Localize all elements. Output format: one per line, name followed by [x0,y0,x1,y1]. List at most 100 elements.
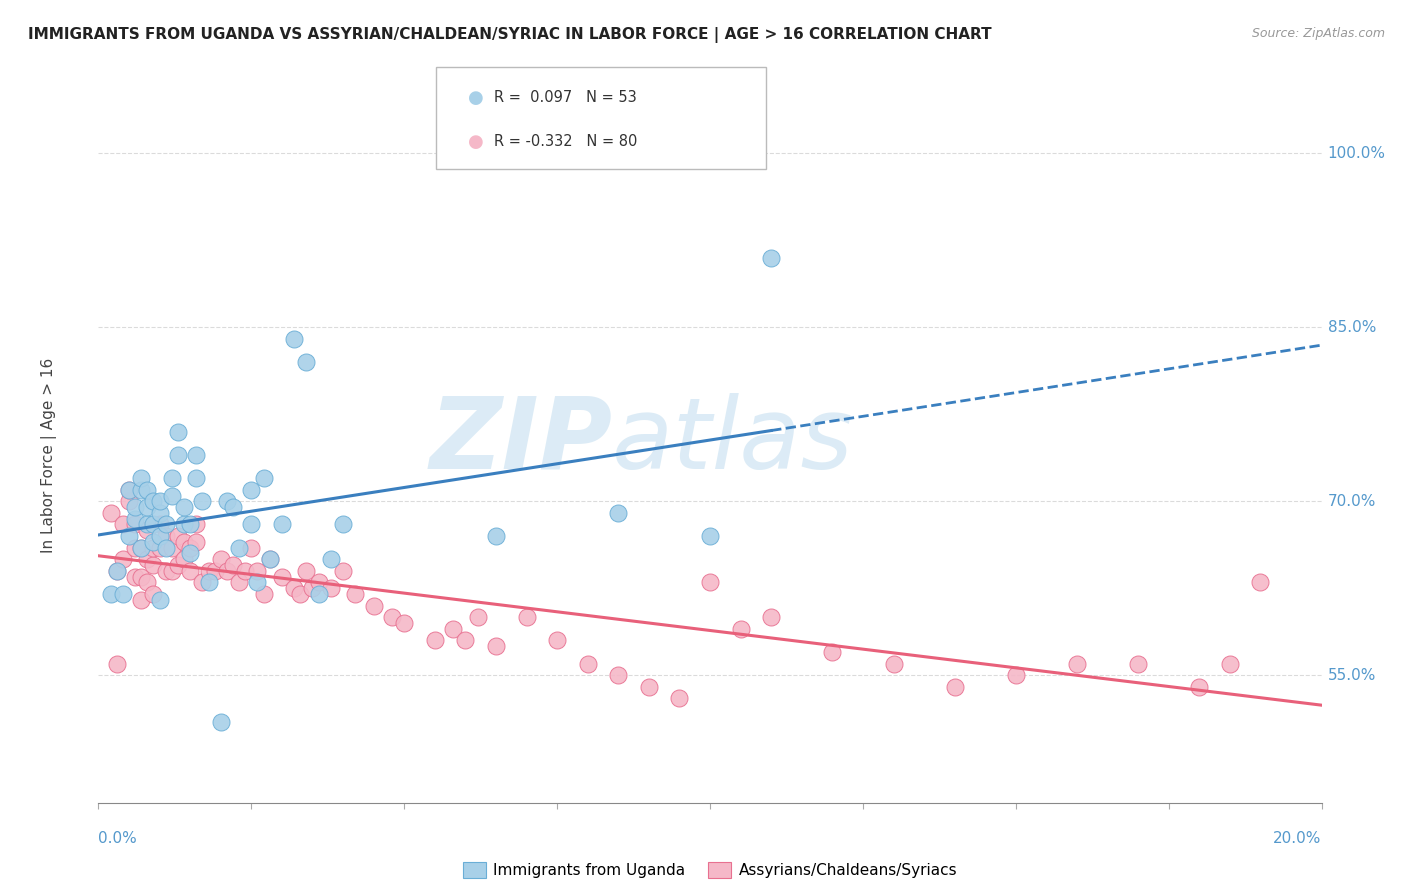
Text: ●: ● [468,88,484,106]
Point [215,494,238,508]
Point [485,640,508,654]
Point [363,599,385,613]
Point [129,541,152,555]
Point [129,593,152,607]
Point [197,575,219,590]
Point [319,582,342,596]
Point [105,564,128,578]
Point [730,622,752,636]
Point [301,582,323,596]
Point [821,645,844,659]
Point [283,332,305,346]
Point [111,517,134,532]
Point [759,610,782,624]
Point [883,657,905,671]
Point [240,541,263,555]
Point [173,517,195,532]
Point [136,483,159,497]
Point [149,541,172,555]
Point [392,616,416,631]
Point [441,622,464,636]
Text: atlas: atlas [612,392,853,490]
Point [149,506,172,520]
Text: 85.0%: 85.0% [1327,320,1376,334]
Point [290,587,312,601]
Point [124,500,146,514]
Legend: Immigrants from Uganda, Assyrians/Chaldeans/Syriacs: Immigrants from Uganda, Assyrians/Chalde… [456,855,965,886]
Point [607,668,630,682]
Point [1219,657,1241,671]
Point [118,483,141,497]
Point [179,541,201,555]
Point [149,517,172,532]
Point [240,483,263,497]
Point [222,558,245,573]
Point [246,575,269,590]
Point [129,471,152,485]
Point [546,633,568,648]
Text: ●: ● [468,133,484,151]
Point [1249,575,1271,590]
Text: Source: ZipAtlas.com: Source: ZipAtlas.com [1251,27,1385,40]
Point [105,564,128,578]
Point [118,483,141,497]
Point [295,355,318,369]
Text: 0.0%: 0.0% [98,830,138,846]
Point [197,564,219,578]
Text: IMMIGRANTS FROM UGANDA VS ASSYRIAN/CHALDEAN/SYRIAC IN LABOR FORCE | AGE > 16 COR: IMMIGRANTS FROM UGANDA VS ASSYRIAN/CHALD… [28,27,991,43]
Point [167,448,190,462]
Point [124,569,146,583]
Point [111,552,134,566]
Point [173,552,195,566]
Point [136,552,159,566]
Point [270,517,292,532]
Point [167,558,190,573]
Text: In Labor Force | Age > 16: In Labor Force | Age > 16 [42,358,58,552]
Point [1066,657,1088,671]
Point [167,529,190,543]
Point [149,593,172,607]
Text: ZIP: ZIP [429,392,612,490]
Point [668,691,690,706]
Point [233,564,256,578]
Text: 20.0%: 20.0% [1274,830,1322,846]
Point [454,633,477,648]
Point [209,714,232,729]
Point [381,610,404,624]
Point [186,517,208,532]
Point [246,564,269,578]
Point [259,552,281,566]
Point [467,610,489,624]
Point [142,534,165,549]
Point [191,494,214,508]
Point [167,425,190,439]
Point [228,541,250,555]
Point [319,552,342,566]
Point [118,529,141,543]
Text: 70.0%: 70.0% [1327,494,1376,508]
Point [124,511,146,525]
Point [423,633,446,648]
Point [173,500,195,514]
Text: 100.0%: 100.0% [1327,146,1386,161]
Point [111,587,134,601]
Point [105,657,128,671]
Point [252,587,274,601]
Point [160,564,183,578]
Point [155,564,177,578]
Point [179,546,201,560]
Point [344,587,367,601]
Text: 55.0%: 55.0% [1327,668,1376,682]
Point [332,517,354,532]
Point [637,680,661,694]
Point [142,558,165,573]
Point [129,483,152,497]
Point [283,582,305,596]
Point [485,529,508,543]
Point [1188,680,1211,694]
Point [1128,657,1150,671]
Point [252,471,274,485]
Point [136,575,159,590]
Point [124,541,146,555]
Point [215,564,238,578]
